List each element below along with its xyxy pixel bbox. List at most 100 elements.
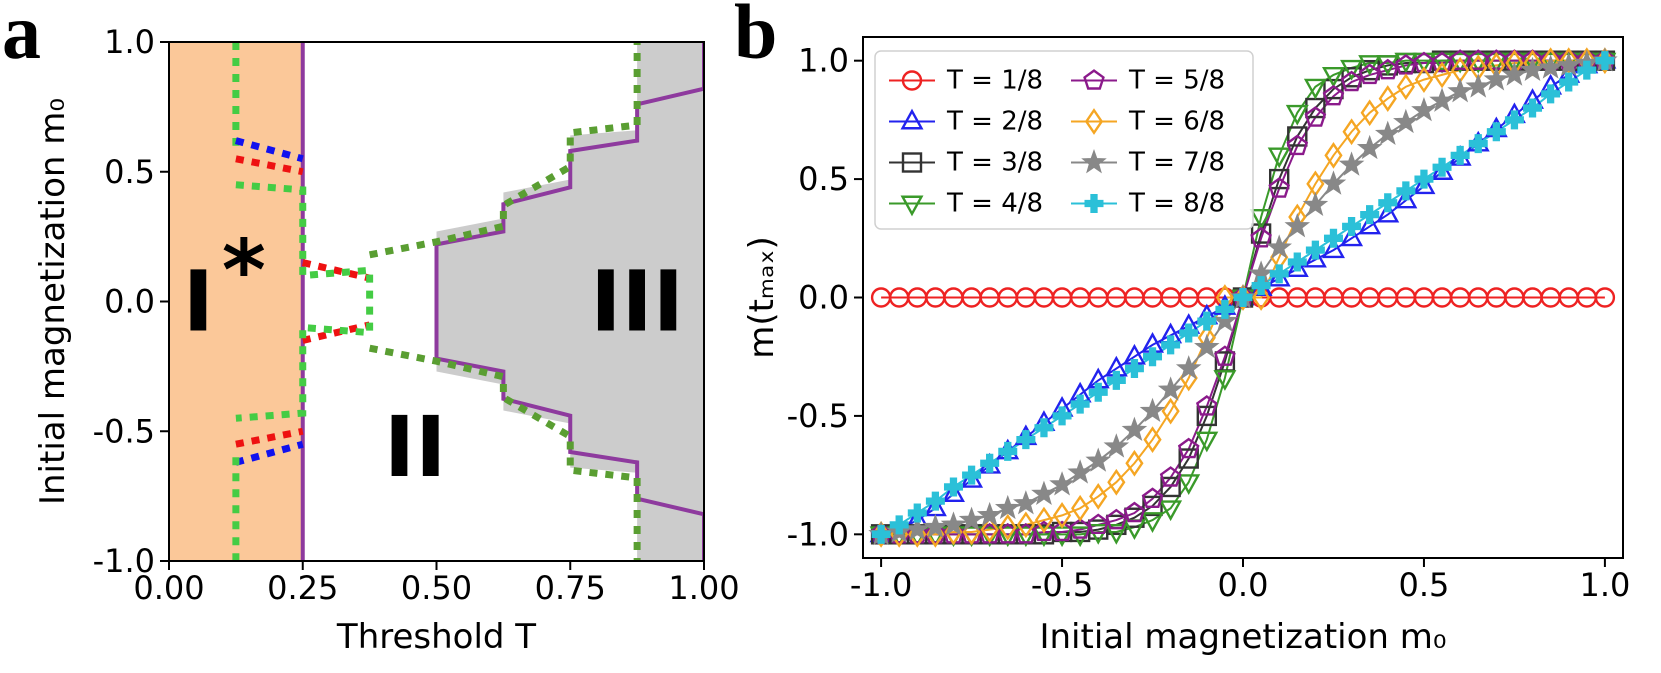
marker: [1286, 134, 1309, 156]
marker: [976, 501, 1003, 527]
marker: [1340, 70, 1363, 92]
marker: [1087, 513, 1110, 535]
marker: [1070, 394, 1090, 414]
marker: [1340, 59, 1364, 81]
marker: [901, 70, 923, 91]
marker: [1360, 205, 1380, 225]
x-tick-label: 0.0: [1218, 566, 1269, 604]
marker: [1251, 284, 1271, 311]
marker: [1159, 466, 1182, 487]
marker: [998, 513, 1017, 541]
marker: [1537, 54, 1564, 79]
y-tick-label: 1.0: [104, 23, 155, 61]
marker: [1089, 483, 1108, 510]
region: [436, 42, 704, 561]
marker: [1595, 51, 1615, 71]
legend-label: T = 4/8: [946, 189, 1043, 219]
panel-label: a: [2, 0, 41, 75]
marker: [1179, 323, 1199, 343]
dotted-line: [368, 42, 641, 259]
marker: [907, 503, 927, 523]
marker: [1088, 382, 1108, 402]
region-label: I: [183, 253, 214, 351]
marker: [1049, 471, 1075, 496]
marker: [1468, 134, 1488, 154]
marker: [1378, 193, 1398, 213]
marker: [1447, 78, 1473, 103]
marker: [980, 453, 1000, 473]
marker: [1032, 526, 1056, 548]
marker: [1559, 72, 1579, 92]
marker: [1177, 474, 1201, 496]
x-tick-label: -1.0: [850, 566, 912, 604]
marker: [1250, 226, 1272, 248]
marker: [1034, 506, 1054, 534]
marker: [1414, 66, 1434, 94]
plot-area: [868, 47, 1618, 548]
dotted-line: [234, 440, 304, 466]
marker: [1555, 51, 1582, 77]
marker: [1141, 487, 1164, 508]
marker: [1411, 96, 1437, 122]
marker: [1413, 51, 1435, 73]
marker: [1139, 397, 1166, 423]
marker: [1178, 448, 1199, 469]
marker: [1393, 108, 1419, 134]
y-tick-label: -0.5: [787, 397, 849, 435]
x-tick-label: 0.00: [133, 569, 204, 607]
marker: [1577, 60, 1597, 80]
marker: [1195, 431, 1219, 453]
marker: [1303, 246, 1327, 268]
marker: [1323, 228, 1343, 248]
marker: [943, 477, 963, 497]
marker: [1052, 406, 1072, 426]
marker: [1321, 66, 1345, 88]
marker: [1287, 126, 1308, 147]
legend-label: T = 2/8: [946, 107, 1043, 137]
marker: [1160, 476, 1181, 498]
marker: [906, 522, 929, 544]
marker: [980, 516, 999, 543]
panel-label: b: [734, 0, 777, 75]
marker: [1161, 397, 1180, 425]
marker: [1267, 147, 1291, 169]
marker: [1104, 524, 1128, 545]
marker: [1081, 149, 1107, 174]
region: [169, 42, 303, 561]
marker: [1143, 426, 1162, 453]
marker: [1014, 526, 1038, 548]
marker: [1159, 500, 1183, 522]
legend-box: [874, 50, 1254, 230]
x-tick-label: -0.5: [1031, 566, 1093, 604]
marker: [1594, 287, 1616, 308]
marker: [1396, 181, 1416, 201]
x-axis-label: Threshold T: [336, 617, 536, 657]
marker: [1125, 449, 1144, 477]
marker: [1157, 376, 1184, 401]
marker: [1197, 311, 1217, 331]
marker: [1034, 418, 1054, 438]
legend-label: T = 6/8: [1128, 107, 1225, 137]
marker: [1107, 468, 1126, 496]
y-tick-label: 0.0: [104, 283, 155, 321]
marker: [1214, 345, 1236, 366]
marker: [1143, 347, 1163, 367]
y-axis-label: Initial magnetization m₀: [33, 98, 73, 505]
marker: [900, 195, 924, 217]
y-tick-label: -1.0: [787, 515, 849, 553]
marker: [1052, 501, 1072, 529]
plot-area: [169, 42, 704, 561]
y-tick-label: 0.5: [104, 153, 155, 191]
marker: [1304, 106, 1327, 127]
marker: [1251, 276, 1271, 296]
marker: [1323, 78, 1344, 100]
marker: [1121, 416, 1148, 442]
marker: [1450, 145, 1470, 165]
marker: [1084, 108, 1104, 135]
marker: [1324, 142, 1343, 169]
marker: [1269, 264, 1289, 284]
marker: [1161, 335, 1181, 355]
dotted-line: [235, 155, 304, 176]
marker: [1085, 447, 1112, 472]
marker: [1394, 52, 1418, 74]
